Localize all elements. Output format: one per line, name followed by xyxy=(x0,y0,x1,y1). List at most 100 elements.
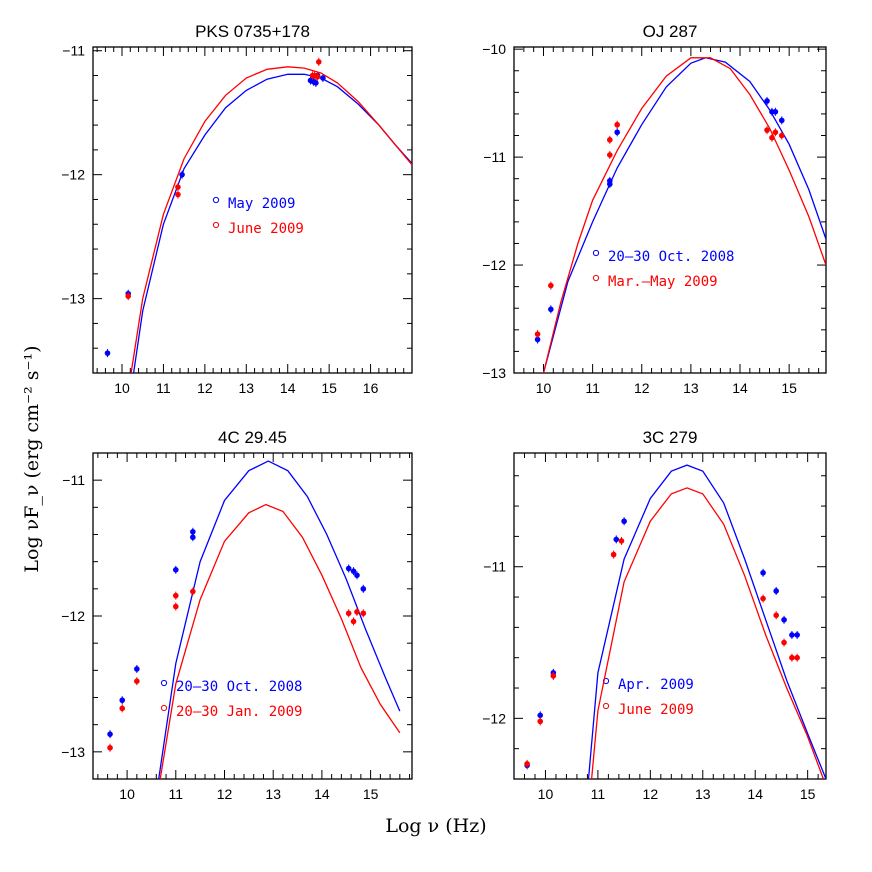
data-point xyxy=(789,632,795,638)
panel-title: PKS 0735+178 xyxy=(195,22,310,41)
data-point xyxy=(772,129,779,136)
legend-label: Mar.–May 2009 xyxy=(608,274,718,290)
x-tick-label: 15 xyxy=(363,786,379,802)
chart-panel: PKS 0735+178 10 11 12 13 14 15 16 −11 −12 −13 May 2… xyxy=(61,22,413,396)
x-tick-label: 15 xyxy=(800,786,816,802)
data-point xyxy=(794,632,800,638)
series-group xyxy=(524,487,825,779)
plot-frame xyxy=(92,46,413,374)
model-curve xyxy=(542,57,826,373)
legend-marker xyxy=(160,679,168,687)
chart-panel: OJ 287 10 11 12 13 14 15 −10 −11 −12 −13 20–30 Oct.… xyxy=(482,22,827,396)
data-point xyxy=(537,712,544,719)
data-point xyxy=(778,117,785,124)
data-point xyxy=(125,293,132,299)
data-point xyxy=(781,616,787,623)
legend-label: June 2009 xyxy=(228,221,304,237)
x-tick-label: 15 xyxy=(781,380,797,396)
model-curve xyxy=(587,464,826,779)
x-tick-label: 10 xyxy=(119,786,135,802)
x-tick-label: 11 xyxy=(585,380,600,396)
series-group xyxy=(107,503,401,779)
data-point xyxy=(345,610,352,617)
x-tick-label: 11 xyxy=(169,786,184,802)
y-tick-label: −12 xyxy=(61,167,85,183)
data-point xyxy=(354,609,360,615)
series-group xyxy=(125,57,412,373)
data-point xyxy=(350,568,357,574)
data-point xyxy=(320,75,326,81)
legend-label: May 2009 xyxy=(228,196,295,212)
panel-title: 4C 29.45 xyxy=(218,428,287,447)
x-tick-label: 11 xyxy=(156,380,171,396)
x-tick-label: 10 xyxy=(538,786,554,802)
y-tick-label: −11 xyxy=(483,149,506,165)
series-group xyxy=(534,57,826,373)
model-curve xyxy=(542,57,826,373)
data-point xyxy=(764,127,770,133)
data-point xyxy=(772,108,779,115)
x-tick-label: 14 xyxy=(747,786,763,802)
series-group xyxy=(524,464,826,779)
x-tick-label: 13 xyxy=(265,786,281,802)
y-tick-label: −13 xyxy=(61,291,85,307)
data-point xyxy=(190,534,196,541)
model-curve xyxy=(158,460,401,779)
data-point xyxy=(179,171,185,178)
y-tick-label: −12 xyxy=(482,710,506,726)
legend-marker xyxy=(160,704,168,712)
legend-marker xyxy=(592,249,600,257)
data-point xyxy=(534,331,541,337)
data-point xyxy=(548,306,554,313)
data-point xyxy=(550,673,557,679)
legend-label: 20–30 Oct. 2008 xyxy=(608,249,734,265)
y-tick-label: −10 xyxy=(482,41,506,57)
data-point xyxy=(134,678,140,684)
data-point xyxy=(107,731,113,737)
data-point xyxy=(360,610,367,617)
data-point xyxy=(314,73,321,80)
model-curve xyxy=(590,487,825,779)
data-point xyxy=(175,191,181,198)
data-point xyxy=(769,134,775,141)
x-tick-label: 14 xyxy=(732,380,748,396)
data-point xyxy=(345,565,352,572)
data-point xyxy=(360,586,367,592)
x-tick-label: 12 xyxy=(634,380,650,396)
x-tick-label: 13 xyxy=(695,786,711,802)
data-point xyxy=(107,744,113,751)
y-tick-label: −11 xyxy=(62,43,85,59)
model-curve xyxy=(130,66,412,373)
data-point xyxy=(548,282,554,289)
y-axis-label: Log νF_ν (erg cm⁻² s⁻¹) xyxy=(21,345,43,572)
x-axis-label: Log ν (Hz) xyxy=(385,815,486,837)
x-tick-label: 13 xyxy=(683,380,699,396)
legend-marker xyxy=(602,702,610,710)
model-curve xyxy=(132,73,412,373)
data-point xyxy=(610,551,617,558)
data-point xyxy=(119,697,126,704)
data-point xyxy=(764,98,770,104)
x-tick-label: 14 xyxy=(280,380,296,396)
data-point xyxy=(534,336,541,343)
data-point xyxy=(315,59,322,65)
y-tick-label: −12 xyxy=(61,608,85,624)
data-point xyxy=(190,528,196,535)
data-point xyxy=(537,718,544,725)
data-point xyxy=(524,761,530,767)
data-point xyxy=(621,518,627,525)
data-point xyxy=(760,595,766,602)
x-tick-label: 15 xyxy=(321,380,337,396)
x-tick-label: 14 xyxy=(314,786,330,802)
legend-label: 20–30 Oct. 2008 xyxy=(176,679,302,695)
data-point xyxy=(607,137,613,143)
data-point xyxy=(781,639,787,646)
y-tick-label: −11 xyxy=(62,472,85,488)
legend-label: Apr. 2009 xyxy=(618,677,694,693)
data-point xyxy=(104,350,111,356)
data-point xyxy=(614,121,620,128)
legend-label: 20–30 Jan. 2009 xyxy=(176,704,302,720)
data-point xyxy=(773,588,779,594)
chart-panel: 4C 29.45 10 11 12 13 14 15 −11 −12 −13 20–30 Oct. … xyxy=(61,428,413,802)
x-tick-label: 12 xyxy=(643,786,659,802)
